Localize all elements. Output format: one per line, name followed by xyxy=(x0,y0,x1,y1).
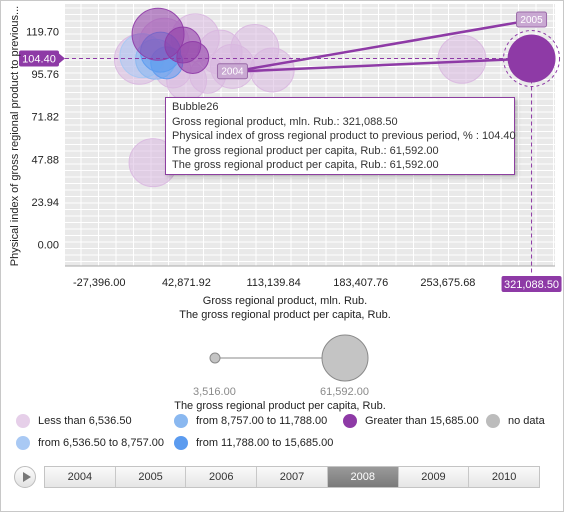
y-value-marker xyxy=(19,50,59,67)
x-tick-label: 253,675.68 xyxy=(420,277,475,289)
timeline-year-2006[interactable]: 2006 xyxy=(186,467,258,487)
legend-label: from 6,536.50 to 8,757.00 xyxy=(38,437,164,449)
legend-label: Greater than 15,685.00 xyxy=(365,415,479,427)
y-tick-label: 23.94 xyxy=(31,197,59,209)
timeline-year-2008[interactable]: 2008 xyxy=(327,467,399,487)
legend-label: no data xyxy=(508,415,545,427)
legend-item[interactable]: from 11,788.00 to 15,685.00 xyxy=(174,435,333,451)
x-axis-title: Gross regional product, mln. Rub. The gr… xyxy=(150,294,420,322)
legend-dot xyxy=(174,436,188,451)
timeline-year-2004[interactable]: 2004 xyxy=(45,467,116,487)
timeline-year-2009[interactable]: 2009 xyxy=(398,467,470,487)
trail-year-badge xyxy=(216,63,248,80)
x-value-label: 321,088.50 xyxy=(504,279,559,291)
selected-bubble xyxy=(507,34,556,83)
y-tick-label: 0.00 xyxy=(38,240,59,252)
legend-item[interactable]: Greater than 15,685.00 xyxy=(343,413,479,429)
legend-dot xyxy=(343,414,357,429)
x-axis-title-sub: The gross regional product per capita, R… xyxy=(179,309,391,321)
legend-item[interactable]: Less than 6,536.50 xyxy=(16,413,132,429)
bubble xyxy=(176,40,210,74)
tooltip-line: The gross regional product per capita, R… xyxy=(172,159,439,171)
size-legend-min-circle xyxy=(209,352,221,364)
legend-dot xyxy=(174,414,188,429)
legend-item[interactable]: no data xyxy=(486,413,545,429)
timeline-years: 2004 2005 2006 2007 2008 2009 2010 xyxy=(44,466,540,488)
x-axis-title-main: Gross regional product, mln. Rub. xyxy=(202,295,368,307)
play-icon xyxy=(23,472,31,482)
size-legend-title: The gross regional product per capita, R… xyxy=(174,400,386,412)
axes: 119.70 95.76 71.82 47.88 23.94 0.00 -27,396.00… xyxy=(19,26,562,292)
tooltip-line: Gross regional product, mln. Rub.: 321,0… xyxy=(172,115,398,128)
y-tick-label: 71.82 xyxy=(31,112,59,124)
legend-item[interactable]: from 8,757.00 to 11,788.00 xyxy=(174,413,327,429)
y-value-marker-arrow xyxy=(59,53,65,64)
legend-item[interactable]: from 6,536.50 to 8,757.00 xyxy=(16,435,164,451)
trail-year-label: 2004 xyxy=(221,67,244,78)
trail-year-label: 2005 xyxy=(520,15,543,26)
legend-label: Less than 6,536.50 xyxy=(38,415,132,427)
timeline-year-2010[interactable]: 2010 xyxy=(469,467,540,487)
legend-label: from 11,788.00 to 15,685.00 xyxy=(196,437,334,449)
tooltip-title: Bubble26 xyxy=(172,101,219,113)
y-tick-label: 95.76 xyxy=(31,69,59,81)
legend-label: from 8,757.00 to 11,788.00 xyxy=(196,415,328,427)
timeline-year-2005[interactable]: 2005 xyxy=(115,467,187,487)
size-legend-max: 61,592.00 xyxy=(320,386,369,398)
size-legend-max-circle xyxy=(321,334,369,382)
legend-dot xyxy=(16,436,30,451)
x-value-marker xyxy=(501,276,562,292)
size-legend-min: 3,516.00 xyxy=(193,386,236,398)
selected-trail: 2004 2005 xyxy=(65,11,561,274)
y-value-label: 104.40 xyxy=(22,54,56,66)
bubble xyxy=(437,34,487,84)
x-tick-label: 113,139.84 xyxy=(246,277,300,289)
bubble-tooltip: Bubble26 Gross regional product, mln. Ru… xyxy=(165,97,516,175)
y-tick-label: 119.70 xyxy=(26,26,59,38)
trail-year-badge xyxy=(516,11,548,28)
play-button[interactable] xyxy=(14,466,36,488)
x-tick-label: 183,407.76 xyxy=(333,277,388,289)
timeline-year-2007[interactable]: 2007 xyxy=(257,467,328,487)
legend-dot xyxy=(486,414,500,429)
tooltip-line: The gross regional product per capita, R… xyxy=(172,144,439,157)
timeline: 2004 2005 2006 2007 2008 2009 2010 xyxy=(14,466,544,490)
legend-dot xyxy=(16,414,30,429)
x-tick-label: 42,871.92 xyxy=(162,277,211,289)
x-tick-label: -27,396.00 xyxy=(73,277,126,289)
trail-line xyxy=(232,18,532,73)
tooltip-line: Physical index of gross regional product… xyxy=(172,130,516,142)
y-tick-label: 47.88 xyxy=(31,154,59,166)
selected-ring xyxy=(503,30,561,88)
trail-line xyxy=(232,57,532,73)
